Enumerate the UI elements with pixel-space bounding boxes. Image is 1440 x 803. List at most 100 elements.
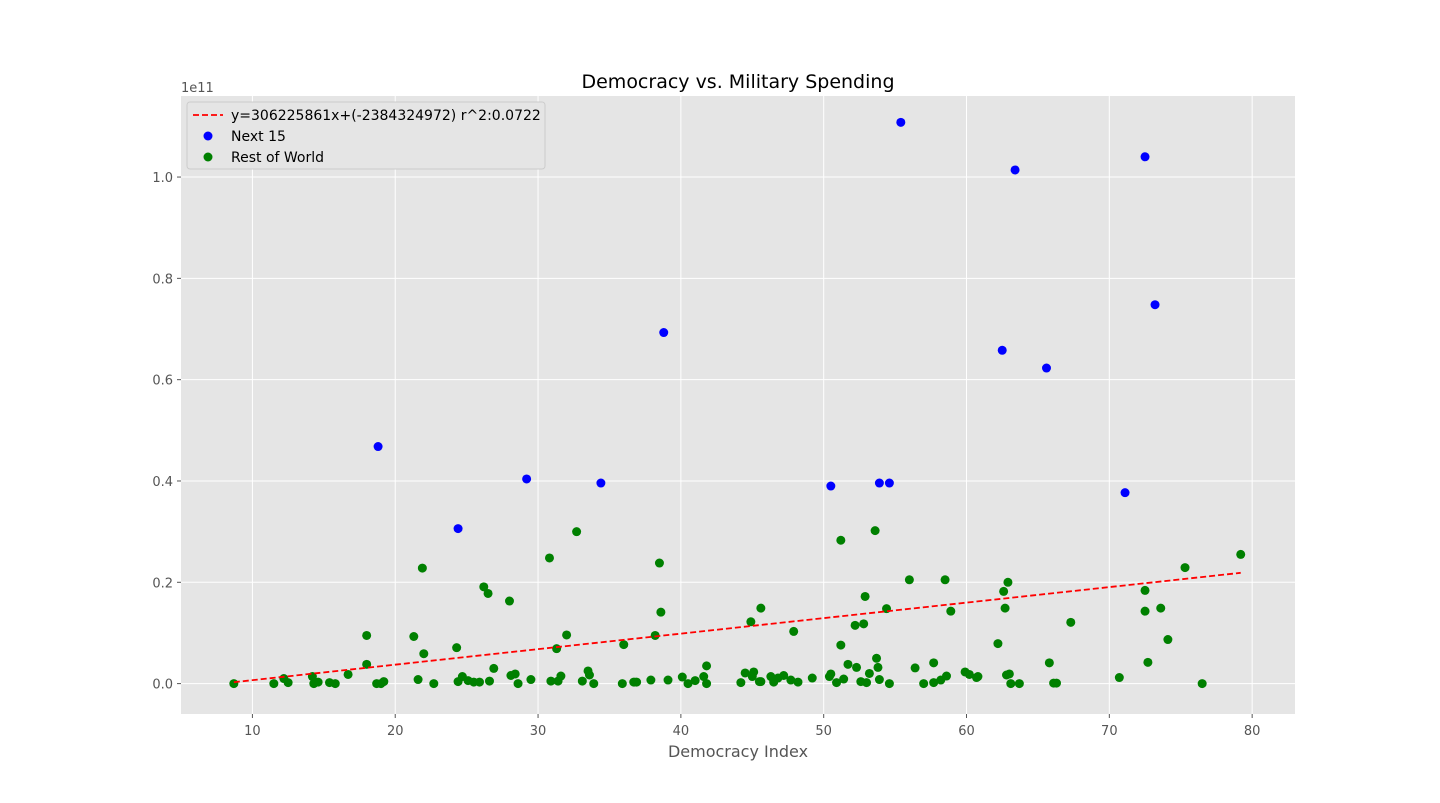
point-rest-of-world (793, 677, 803, 687)
point-rest-of-world (484, 676, 494, 686)
point-rest-of-world (1006, 679, 1016, 689)
point-rest-of-world (870, 526, 880, 536)
x-tick-label: 20 (387, 724, 404, 739)
trendline (233, 571, 1241, 684)
point-next-15 (1010, 165, 1020, 175)
point-rest-of-world (904, 575, 914, 585)
point-next-15 (522, 474, 532, 484)
point-rest-of-world (860, 591, 870, 601)
point-rest-of-world (839, 674, 849, 684)
point-rest-of-world (663, 675, 673, 685)
x-tick-label: 30 (530, 724, 547, 739)
point-rest-of-world (884, 679, 894, 689)
point-next-15 (596, 478, 606, 488)
point-rest-of-world (483, 588, 493, 598)
point-rest-of-world (584, 670, 594, 680)
point-rest-of-world (910, 663, 920, 673)
legend-rest-marker (203, 152, 213, 162)
x-tick-label: 80 (1244, 724, 1261, 739)
point-rest-of-world (786, 675, 796, 685)
point-rest-of-world (1114, 673, 1124, 683)
point-rest-of-world (749, 667, 759, 677)
legend: y=306225861x+(-2384324972) r^2:0.0722 Ne… (186, 101, 546, 170)
point-rest-of-world (650, 630, 660, 640)
plot-background (181, 96, 1295, 714)
point-next-15 (1140, 152, 1150, 162)
legend-next15-label: Next 15 (231, 129, 286, 145)
point-next-15 (997, 345, 1007, 355)
x-tick-label: 60 (958, 724, 975, 739)
point-next-15 (453, 524, 463, 534)
point-rest-of-world (229, 679, 239, 689)
point-rest-of-world (1066, 617, 1076, 627)
point-rest-of-world (1163, 635, 1173, 645)
point-rest-of-world (919, 679, 929, 689)
point-rest-of-world (283, 678, 293, 688)
chart-title: Democracy vs. Military Spending (581, 71, 894, 93)
point-rest-of-world (940, 575, 950, 585)
point-rest-of-world (429, 679, 439, 689)
point-next-15 (826, 481, 836, 491)
point-rest-of-world (504, 596, 514, 606)
point-rest-of-world (479, 582, 489, 592)
point-rest-of-world (343, 669, 353, 679)
point-rest-of-world (1180, 563, 1190, 573)
point-next-15 (884, 478, 894, 488)
point-rest-of-world (1236, 549, 1246, 559)
point-next-15 (1041, 363, 1051, 373)
point-rest-of-world (1143, 657, 1153, 667)
point-rest-of-world (874, 675, 884, 685)
point-rest-of-world (1140, 585, 1150, 595)
point-rest-of-world (964, 669, 974, 679)
point-next-15 (1120, 488, 1130, 498)
point-rest-of-world (544, 553, 554, 563)
point-rest-of-world (409, 631, 419, 641)
point-rest-of-world (942, 671, 952, 681)
point-rest-of-world (859, 619, 869, 629)
point-rest-of-world (313, 677, 323, 687)
y-tick-label: 1.0 (152, 171, 173, 186)
point-rest-of-world (702, 661, 712, 671)
point-rest-of-world (807, 673, 817, 683)
point-rest-of-world (474, 677, 484, 687)
point-rest-of-world (1156, 603, 1166, 613)
point-rest-of-world (589, 679, 599, 689)
point-rest-of-world (1000, 603, 1010, 613)
point-rest-of-world (973, 672, 983, 682)
y-axis-offset-label: 1e11 (181, 81, 214, 96)
point-next-15 (896, 117, 906, 127)
y-tick-label: 0.4 (152, 475, 173, 490)
point-rest-of-world (843, 659, 853, 669)
point-next-15 (874, 478, 884, 488)
point-rest-of-world (646, 675, 656, 685)
y-tick-label: 0.2 (152, 576, 173, 591)
point-rest-of-world (993, 639, 1003, 649)
point-rest-of-world (690, 676, 700, 686)
x-tick-label: 50 (815, 724, 832, 739)
point-rest-of-world (269, 679, 279, 689)
point-rest-of-world (513, 679, 523, 689)
point-rest-of-world (702, 679, 712, 689)
point-rest-of-world (330, 679, 340, 689)
point-rest-of-world (577, 676, 587, 686)
point-rest-of-world (1140, 606, 1150, 616)
legend-trendline-label: y=306225861x+(-2384324972) r^2:0.0722 (231, 108, 541, 124)
point-rest-of-world (654, 558, 664, 568)
point-rest-of-world (929, 658, 939, 668)
y-tick-label: 0.8 (152, 272, 173, 287)
point-rest-of-world (379, 677, 389, 687)
y-tick-label: 0.6 (152, 374, 173, 389)
point-rest-of-world (836, 640, 846, 650)
grid (181, 96, 1295, 714)
point-rest-of-world (873, 662, 883, 672)
point-rest-of-world (656, 607, 666, 617)
legend-next15-marker (203, 131, 213, 141)
point-rest-of-world (452, 643, 462, 653)
point-rest-of-world (677, 672, 687, 682)
point-rest-of-world (789, 626, 799, 636)
point-next-15 (659, 328, 669, 338)
point-rest-of-world (1051, 678, 1061, 688)
point-rest-of-world (1044, 658, 1054, 668)
legend-box (186, 101, 546, 170)
